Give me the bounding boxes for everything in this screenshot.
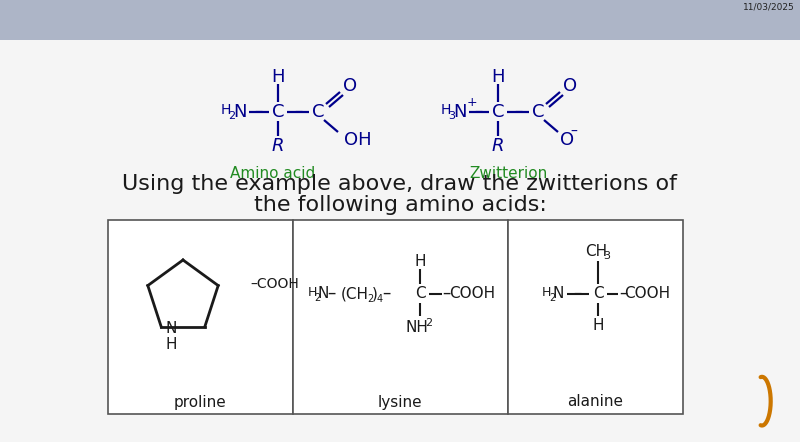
Text: H: H [441,103,451,117]
Text: H: H [542,286,550,298]
Text: N: N [552,286,564,301]
Text: –: – [382,284,390,302]
Text: 2: 2 [549,293,555,303]
Text: 2: 2 [314,293,320,303]
Text: C: C [272,103,284,121]
Text: NH: NH [406,320,429,335]
Text: H: H [221,103,231,117]
Text: C: C [414,286,426,301]
Text: C: C [593,286,603,301]
Text: H: H [307,286,317,298]
Text: N: N [454,103,466,121]
Text: CH: CH [585,244,607,259]
Text: 3: 3 [449,111,455,121]
Text: –: – [474,102,482,120]
Text: Zwitterion: Zwitterion [469,167,547,182]
Text: 2: 2 [367,294,373,304]
Bar [108,220,293,414]
Text: H: H [414,255,426,270]
Text: 2: 2 [229,111,235,121]
Text: –: – [327,284,335,302]
Text: OH: OH [344,131,372,149]
Text: Using the example above, draw the zwitterions of: Using the example above, draw the zwitte… [122,174,678,194]
Text: N: N [318,286,329,301]
Text: lysine: lysine [378,395,422,409]
Text: 4: 4 [377,294,383,304]
Text: O: O [343,77,357,95]
Bar [293,220,508,414]
Text: R: R [272,137,284,155]
Text: –: – [514,102,522,120]
Text: C: C [532,103,544,121]
Text: N: N [234,103,246,121]
Text: H: H [271,68,285,86]
Text: R: R [492,137,504,155]
Text: 2: 2 [426,318,433,328]
Text: –: – [619,284,627,302]
Text: –: – [254,102,262,120]
Text: 3: 3 [603,251,610,261]
Text: proline: proline [174,395,226,409]
Text: COOH: COOH [624,286,670,301]
Text: –COOH: –COOH [250,277,299,290]
Text: –: – [294,102,302,120]
Bar [0,0,800,40]
Bar [508,220,683,414]
Text: O: O [560,131,574,149]
Text: (CH: (CH [341,286,369,301]
Text: 11/03/2025: 11/03/2025 [743,3,795,12]
Text: H: H [491,68,505,86]
Text: ): ) [372,286,378,301]
Text: –: – [442,284,450,302]
Text: COOH: COOH [449,286,495,301]
Text: the following amino acids:: the following amino acids: [254,195,546,215]
Text: Amino acid: Amino acid [230,167,316,182]
Text: alanine: alanine [567,395,623,409]
Text: –: – [570,125,578,139]
Text: –: – [573,284,581,302]
Text: O: O [563,77,577,95]
Text: H: H [592,319,604,334]
Text: N: N [166,321,177,336]
Text: C: C [312,103,324,121]
Text: +: + [466,95,478,108]
Text: H: H [166,337,177,352]
Text: C: C [492,103,504,121]
